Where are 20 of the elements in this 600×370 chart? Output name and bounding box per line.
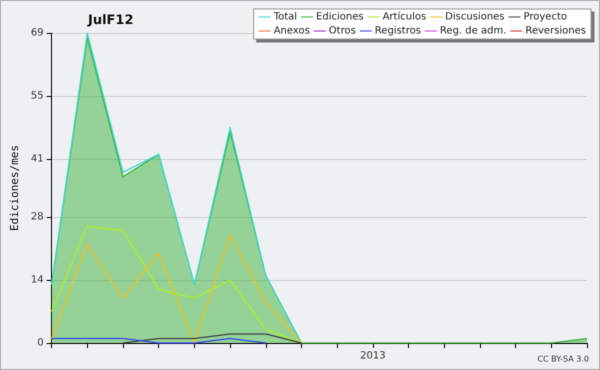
legend-label: Total	[272, 12, 298, 22]
text: CC BY-SA 3.0	[537, 354, 590, 364]
y-tick-label: 0	[37, 338, 44, 348]
x-tick-label: 2013	[360, 350, 386, 362]
y-axis-title: Ediciones/mes	[8, 144, 21, 232]
legend-label: Ediciones	[316, 12, 364, 22]
chart-title: JulF12	[87, 13, 134, 28]
y-tick-label: 55	[30, 90, 44, 102]
y-tick-label: 28	[30, 212, 44, 223]
y-tick-label: 14	[30, 274, 44, 286]
legend-label: Reversiones	[525, 26, 586, 36]
legend-label: Reg. de adm.	[440, 26, 506, 36]
y-tick-label: 69	[30, 28, 44, 38]
legend-label: Artículos	[382, 12, 426, 22]
legend-label: Discusiones	[445, 12, 505, 22]
legend-label: Registros	[374, 26, 421, 36]
legend-label: Proyecto	[524, 12, 567, 22]
legend-label: Otros	[328, 26, 356, 36]
y-tick-label: 41	[30, 153, 44, 164]
legend-label: Anexos	[274, 26, 310, 36]
